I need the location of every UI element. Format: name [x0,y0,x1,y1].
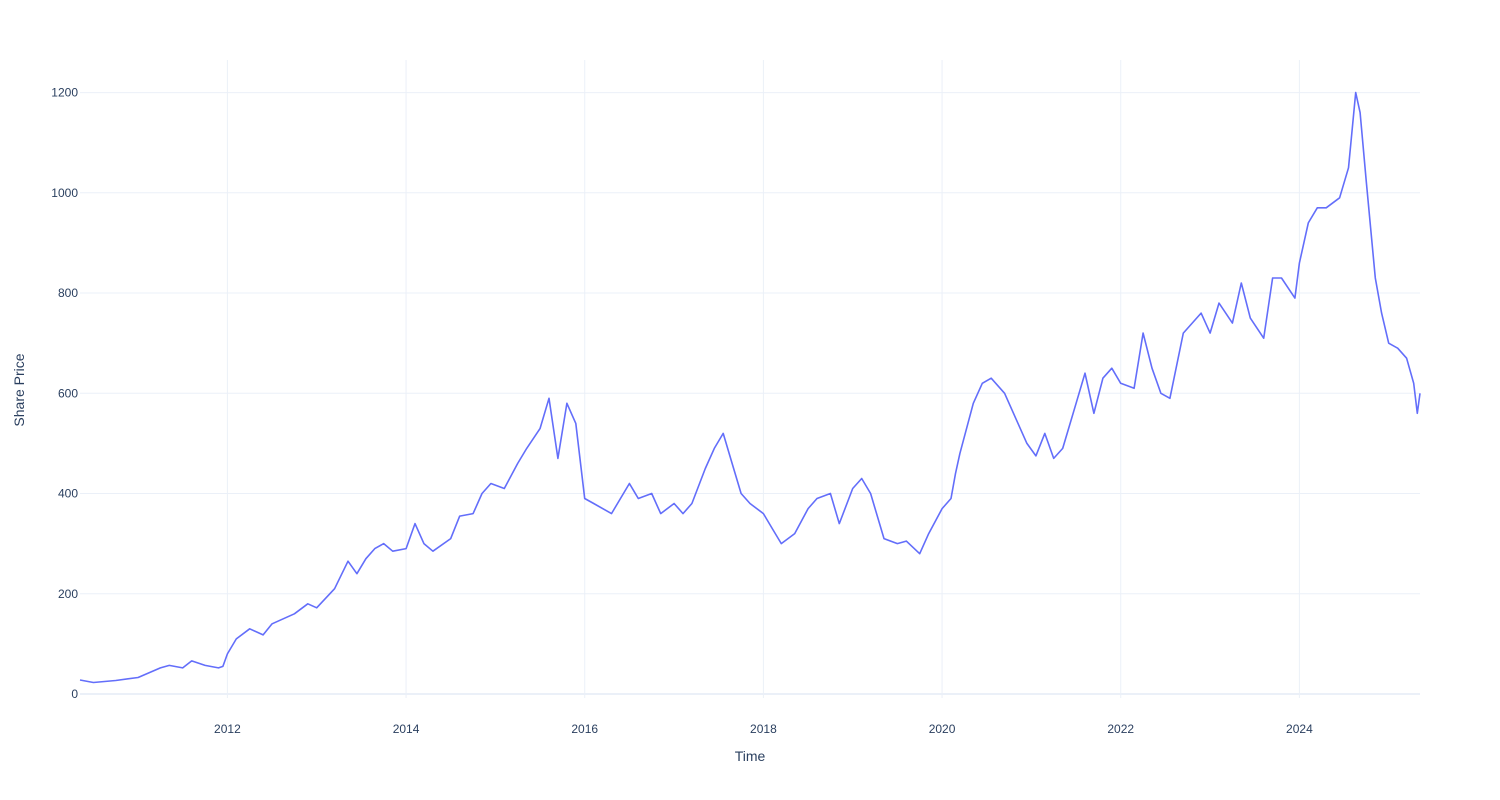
y-tick-label: 200 [58,587,78,601]
y-tick-labels: 0 200 400 600 800 1000 1200 [51,86,78,701]
series-layer [79,91,1421,684]
y-tick-label: 600 [58,386,78,400]
x-tick-label: 2024 [1286,722,1313,736]
y-tick-label: 0 [71,687,78,701]
y-tick-label: 400 [58,487,78,501]
series-line [79,91,1421,684]
y-tick-label: 1200 [51,86,78,100]
y-tick-label: 800 [58,286,78,300]
x-tick-label: 2018 [750,722,777,736]
y-tick-label: 1000 [51,186,78,200]
x-tick-label: 2012 [214,722,241,736]
plot-background [80,60,1420,698]
x-tick-label: 2016 [571,722,598,736]
x-tick-label: 2020 [929,722,956,736]
y-axis-title: Share Price [11,353,27,426]
x-tick-label: 2014 [393,722,420,736]
y-gridlines [80,92,1420,695]
x-tick-label: 2022 [1107,722,1134,736]
x-axis-title: Time [735,748,766,764]
x-tick-labels: 2012 2014 2016 2018 2020 2022 2024 [214,722,1313,736]
x-gridlines [226,60,1300,698]
